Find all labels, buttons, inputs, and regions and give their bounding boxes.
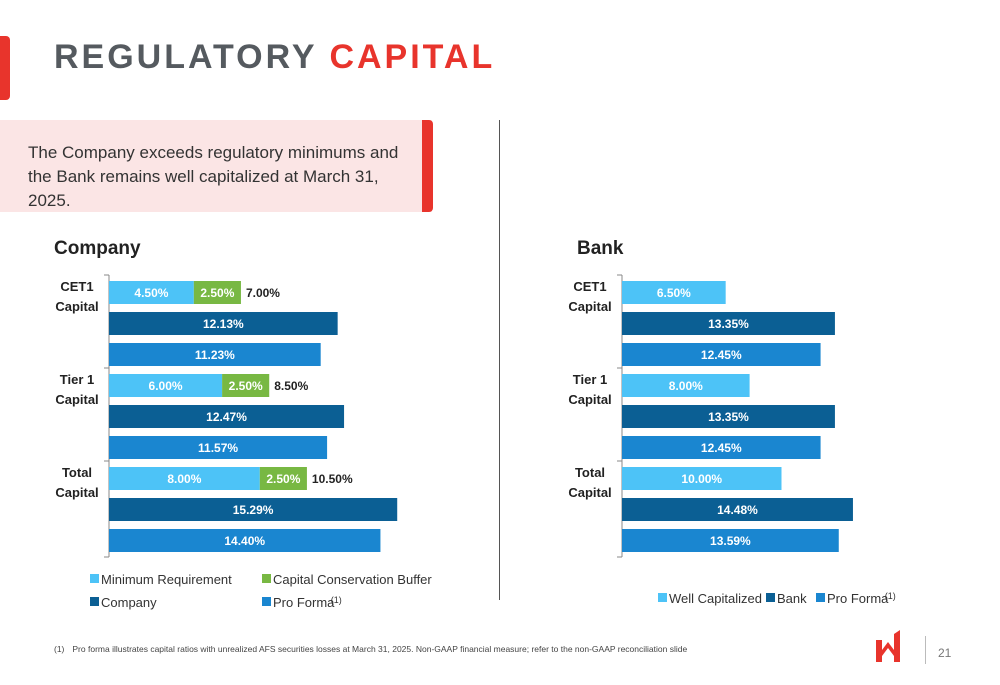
bank-legend-swatch: [766, 593, 775, 602]
company-bar-conservation-buffer: [259, 467, 307, 490]
company-legend-swatch: [90, 574, 99, 583]
bank-bar-label: 13.59%: [710, 534, 751, 548]
company-category-label: CET1 Capital: [55, 279, 98, 314]
company-bar-label: 11.23%: [195, 348, 235, 362]
bank-category-label: CET1 Capital: [568, 279, 611, 314]
company-bar-label: 2.50%: [200, 286, 234, 300]
company-legend-footnote: (1): [331, 595, 342, 605]
bank-bar-pro-forma: [622, 529, 839, 552]
company-logo: [876, 630, 900, 662]
bank-category-label: Tier 1 Capital: [568, 372, 611, 407]
company-bar-min-requirement: [109, 374, 223, 397]
callout-box: [0, 120, 432, 212]
company-bar-company: [109, 312, 338, 335]
company-bar-label: 2.50%: [266, 472, 300, 486]
company-bar-label: 11.57%: [198, 441, 238, 455]
company-bar-company: [109, 405, 345, 428]
bank-bar-label: 10.00%: [681, 472, 722, 486]
footnote-number: (1): [54, 644, 65, 654]
bank-bar-well-capitalized: [622, 467, 782, 490]
bank-legend-swatch: [658, 593, 667, 602]
company-bar-label: 8.00%: [167, 472, 201, 486]
bank-bar-label: 12.45%: [701, 348, 742, 362]
bank-bar-well-capitalized: [622, 281, 726, 304]
company-bar-label: 12.47%: [206, 410, 247, 424]
bank-chart-title: Bank: [577, 238, 624, 259]
company-legend-label: Capital Conservation Buffer: [273, 572, 432, 587]
company-bar-conservation-buffer: [222, 374, 270, 397]
page-title: REGULATORY CAPITAL: [54, 38, 495, 77]
page-number: 21: [938, 646, 952, 660]
company-legend-swatch: [262, 597, 271, 606]
company-bar-label: 6.00%: [149, 379, 183, 393]
company-chart-title: Company: [54, 238, 141, 259]
bank-bar-bank: [622, 405, 835, 428]
title-accent-tab: [0, 36, 10, 100]
bank-bar-label: 13.35%: [708, 317, 749, 331]
bank-legend-footnote: (1): [885, 591, 896, 601]
bank-bar-label: 12.45%: [701, 441, 742, 455]
company-stack-total-label: 7.00%: [246, 286, 280, 300]
company-stack-total-label: 10.50%: [312, 472, 353, 486]
company-legend-label: Company: [101, 595, 157, 610]
company-bar-company: [109, 498, 398, 521]
bank-bar-well-capitalized: [622, 374, 750, 397]
company-legend-swatch: [262, 574, 271, 583]
company-bar-min-requirement: [109, 281, 194, 304]
footnote-text: Pro forma illustrates capital ratios wit…: [72, 644, 688, 654]
bank-bar-label: 13.35%: [708, 410, 749, 424]
callout-accent-bar: [422, 120, 433, 212]
title-main: REGULATORY: [54, 38, 317, 76]
company-bar-pro-forma: [109, 343, 321, 366]
bank-legend-label: Well Capitalized: [669, 591, 762, 606]
bank-bar-pro-forma: [622, 436, 821, 459]
bank-legend-label: Bank: [777, 591, 807, 606]
company-stack-total-label: 8.50%: [274, 379, 308, 393]
company-bar-label: 4.50%: [134, 286, 168, 300]
bank-bar-label: 8.00%: [669, 379, 703, 393]
company-bar-conservation-buffer: [193, 281, 241, 304]
footnote: (1) Pro forma illustrates capital ratios …: [54, 644, 687, 654]
bank-bar-label: 6.50%: [657, 286, 691, 300]
company-bar-pro-forma: [109, 436, 328, 459]
callout-text: The Company exceeds regulatory minimums …: [28, 143, 399, 210]
bank-category-label: Total Capital: [568, 465, 611, 500]
company-bar-label: 15.29%: [233, 503, 274, 517]
company-legend-label: Pro Forma: [273, 595, 335, 610]
bank-bar-pro-forma: [622, 343, 821, 366]
title-accent: CAPITAL: [329, 38, 496, 76]
company-category-label: Tier 1 Capital: [55, 372, 98, 407]
company-legend-label: Minimum Requirement: [101, 572, 232, 587]
company-bar-label: 14.40%: [224, 534, 265, 548]
bank-bar-bank: [622, 312, 835, 335]
panel-divider: [499, 120, 500, 600]
company-bar-min-requirement: [109, 467, 260, 490]
company-legend-swatch: [90, 597, 99, 606]
bank-bar-bank: [622, 498, 853, 521]
company-bar-label: 12.13%: [203, 317, 244, 331]
page-number-divider: [925, 636, 926, 664]
company-bar-label: 2.50%: [229, 379, 263, 393]
bank-bar-label: 14.48%: [717, 503, 758, 517]
company-category-label: Total Capital: [55, 465, 98, 500]
bank-legend-label: Pro Forma: [827, 591, 889, 606]
bank-legend-swatch: [816, 593, 825, 602]
company-bar-pro-forma: [109, 529, 381, 552]
